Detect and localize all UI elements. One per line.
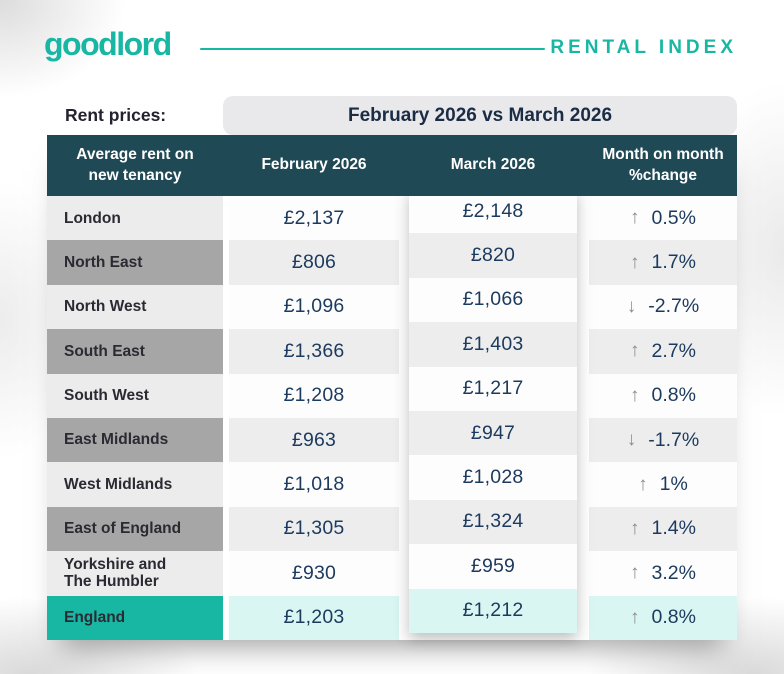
march-value-cell: £2,148 [409, 189, 577, 234]
arrow-down-icon: ↓ [626, 429, 637, 451]
february-value-cell: £1,096 [229, 284, 399, 330]
percent-change-value: 2.7% [651, 339, 696, 362]
region-cell: South East [47, 329, 223, 374]
region-cell: North West [47, 284, 223, 330]
month-change-cell: ↑ 2.7% [589, 329, 737, 374]
march-value-cell: £1,212 [409, 588, 577, 633]
march-value-cell: £1,324 [409, 499, 577, 545]
month-change-cell: ↑ 1% [589, 462, 737, 507]
march-value-cell: £1,217 [409, 366, 577, 411]
month-change-cell: ↑ 0.8% [589, 595, 737, 640]
february-column: £2,137 £806 £1,096 £1,366 £1,208 £963 £1,018 £1… [229, 196, 399, 640]
rental-index-table: Average rent on new tenancy February 202… [47, 135, 737, 640]
arrow-up-icon: ↑ [630, 340, 640, 362]
february-value-cell: £1,366 [229, 329, 399, 374]
february-value-cell: £1,305 [229, 506, 399, 552]
february-value-cell: £1,018 [229, 462, 399, 507]
column-header-change: Month on month %change [602, 146, 724, 184]
region-column: London North East North West South East Sout… [47, 196, 223, 640]
arrow-up-icon: ↑ [630, 606, 640, 628]
month-change-cell: ↑ 1.4% [589, 506, 737, 552]
percent-change-value: 0.8% [651, 606, 696, 629]
table-body: London North East North West South East Sout… [47, 189, 737, 640]
percent-change-value: -2.7% [648, 295, 700, 318]
column-header-march: March 2026 [450, 156, 536, 174]
arrow-up-icon: ↑ [630, 207, 640, 229]
march-value-cell: £959 [409, 544, 577, 589]
february-value-cell: £963 [229, 417, 399, 463]
month-change-cell: ↑ 0.5% [589, 196, 737, 241]
arrow-up-icon: ↑ [630, 384, 640, 406]
february-value-cell: £1,208 [229, 373, 399, 418]
region-cell: East of England [47, 506, 223, 552]
march-column-elevated: £2,148 £820 £1,066 £1,403 £1,217 £947 £1,028 £1… [409, 189, 577, 633]
arrow-up-icon: ↑ [630, 251, 640, 273]
goodlord-logo: goodlord [44, 26, 172, 62]
march-value-cell: £1,403 [409, 322, 577, 367]
march-value-cell: £1,066 [409, 277, 577, 323]
region-cell: Yorkshire and The Humbler [47, 551, 223, 596]
percent-change-value: 1.7% [651, 251, 696, 274]
period-banner: February 2026 vs March 2026 [223, 96, 737, 135]
column-header-region: Average rent on new tenancy [76, 146, 194, 184]
arrow-up-icon: ↑ [630, 517, 640, 539]
arrow-down-icon: ↓ [626, 295, 637, 317]
february-value-cell: £2,137 [229, 196, 399, 241]
change-column: ↑ 0.5% ↑ 1.7% ↓ -2.7% ↑ 2.7% ↑ 0.8% ↓ -1.7% ↑ 1% ↑ 1.4%… [589, 196, 737, 640]
region-cell: West Midlands [47, 462, 223, 507]
month-change-cell: ↓ -2.7% [589, 284, 737, 330]
month-change-cell: ↑ 3.2% [589, 551, 737, 596]
february-value-cell: £1,203 [229, 595, 399, 640]
region-cell: England [47, 595, 223, 640]
march-value-cell: £1,028 [409, 455, 577, 500]
region-cell: London [47, 196, 223, 241]
region-cell: South West [47, 373, 223, 418]
table-header-row: Average rent on new tenancy February 202… [47, 135, 737, 196]
region-cell: North East [47, 240, 223, 285]
percent-change-value: 1.4% [651, 517, 696, 540]
march-value-cell: £947 [409, 410, 577, 456]
arrow-up-icon: ↑ [638, 473, 648, 495]
rent-prices-label: Rent prices: [65, 105, 167, 125]
month-change-cell: ↓ -1.7% [589, 417, 737, 463]
arrow-up-icon: ↑ [630, 562, 640, 584]
header-divider-line [200, 48, 545, 50]
february-value-cell: £930 [229, 551, 399, 596]
percent-change-value: -1.7% [648, 428, 700, 451]
february-value-cell: £806 [229, 240, 399, 285]
column-header-february: February 2026 [261, 156, 367, 174]
month-change-cell: ↑ 0.8% [589, 373, 737, 418]
march-value-cell: £820 [409, 233, 577, 278]
rental-index-label: RENTAL INDEX [550, 37, 737, 58]
percent-change-value: 0.5% [651, 206, 696, 229]
region-cell: East Midlands [47, 417, 223, 463]
month-change-cell: ↑ 1.7% [589, 240, 737, 285]
percent-change-value: 1% [659, 473, 688, 496]
percent-change-value: 0.8% [651, 384, 696, 407]
percent-change-value: 3.2% [651, 561, 696, 584]
